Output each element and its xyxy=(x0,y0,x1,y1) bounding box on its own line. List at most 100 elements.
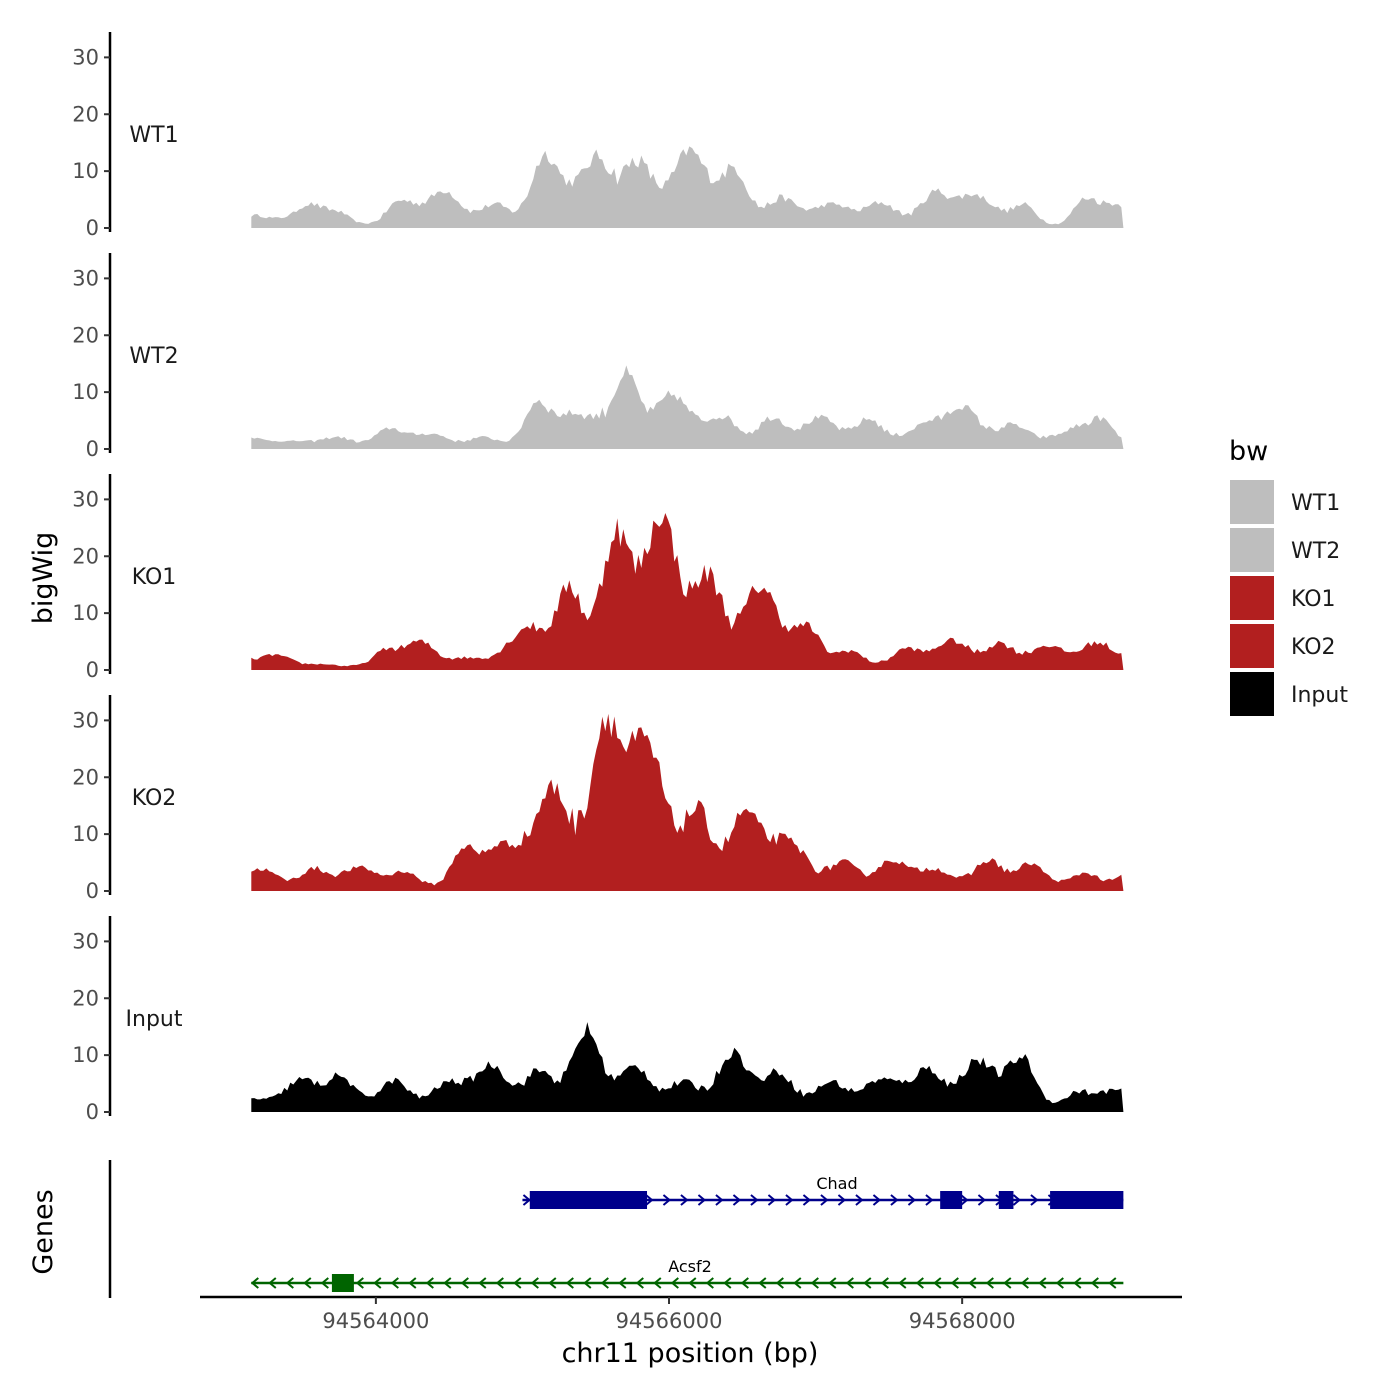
coverage-tracks: 0 10 20 30 WT1 0 10 20 30 WT2 0 10 20 30 KO1 0 10 20 30 KO2… xyxy=(72,32,1124,1124)
strand-arrow xyxy=(933,1277,942,1289)
track-label: KO1 xyxy=(132,565,177,590)
gene-name-label: Chad xyxy=(816,1174,857,1193)
strand-arrow xyxy=(1073,1277,1082,1289)
y-tick-label: 30 xyxy=(72,929,99,953)
strand-arrow xyxy=(907,1194,917,1206)
legend-label: WT1 xyxy=(1291,491,1340,516)
y-axis-title: bigWig xyxy=(28,532,59,625)
strand-arrow xyxy=(373,1277,382,1289)
y-tick-label: 0 xyxy=(86,1100,99,1124)
strand-arrow xyxy=(425,1277,434,1289)
strand-arrow xyxy=(600,1277,609,1289)
strand-arrow xyxy=(880,1277,889,1289)
y-tick-label: 30 xyxy=(72,266,99,290)
strand-arrow xyxy=(1030,1194,1039,1206)
y-tick-label: 10 xyxy=(72,822,99,846)
y-tick-label: 20 xyxy=(72,323,99,347)
exon xyxy=(331,1274,354,1292)
gene-name-label: Acsf2 xyxy=(668,1257,712,1276)
strand-arrow xyxy=(802,1194,812,1206)
legend-label: Input xyxy=(1291,683,1348,708)
strand-arrow xyxy=(250,1277,259,1289)
y-tick-label: 30 xyxy=(72,708,99,732)
strand-arrow xyxy=(1055,1277,1064,1289)
strand-arrow xyxy=(583,1277,592,1289)
strand-arrow xyxy=(522,1194,532,1206)
x-tick-label: 94564000 xyxy=(322,1309,429,1333)
legend-key-ko1 xyxy=(1230,576,1274,620)
strand-arrow xyxy=(355,1277,364,1289)
strand-arrow xyxy=(662,1194,672,1206)
strand-arrow xyxy=(460,1277,469,1289)
strand-arrow xyxy=(697,1194,707,1206)
exon xyxy=(998,1191,1014,1209)
legend-title: bw xyxy=(1229,436,1268,467)
strand-arrow xyxy=(820,1194,829,1206)
legend-key-wt1 xyxy=(1230,480,1274,524)
strand-arrow xyxy=(810,1277,819,1289)
y-tick-label: 20 xyxy=(72,544,99,568)
legend-label: KO1 xyxy=(1291,587,1336,612)
y-tick-label: 10 xyxy=(72,380,99,404)
exon xyxy=(940,1191,963,1209)
coverage-area-ko2 xyxy=(251,713,1124,891)
legend-label: KO2 xyxy=(1291,635,1336,660)
genes-axis-title: Genes xyxy=(28,1189,59,1274)
strand-arrow xyxy=(513,1277,522,1289)
y-tick-label: 0 xyxy=(86,437,99,461)
strand-arrow xyxy=(793,1277,802,1289)
strand-arrow xyxy=(985,1277,994,1289)
exon xyxy=(529,1191,648,1209)
coverage-area-ko1 xyxy=(251,513,1124,670)
strand-arrow xyxy=(495,1277,504,1289)
y-tick-label: 30 xyxy=(72,45,99,69)
strand-arrow xyxy=(670,1277,679,1289)
strand-arrow xyxy=(1038,1277,1047,1289)
gene-acsf2: Acsf2 xyxy=(250,1257,1124,1292)
strand-arrow xyxy=(478,1277,487,1289)
y-tick-label: 20 xyxy=(72,102,99,126)
track-wt1: 0 10 20 30 WT1 xyxy=(72,32,1124,240)
strand-arrow xyxy=(740,1277,749,1289)
x-tick-label: 94566000 xyxy=(616,1309,723,1333)
legend-label: WT2 xyxy=(1291,539,1340,564)
x-axis-title: chr11 position (bp) xyxy=(562,1338,819,1369)
strand-arrow xyxy=(863,1277,872,1289)
strand-arrow xyxy=(767,1194,777,1206)
strand-arrow xyxy=(1012,1194,1022,1206)
track-ko1: 0 10 20 30 KO1 xyxy=(72,474,1124,682)
strand-arrow xyxy=(775,1277,784,1289)
strand-arrow xyxy=(950,1277,959,1289)
y-tick-label: 0 xyxy=(86,216,99,240)
exon xyxy=(1050,1191,1124,1209)
strand-arrow xyxy=(750,1194,759,1206)
strand-arrow xyxy=(845,1277,854,1289)
y-tick-label: 30 xyxy=(72,487,99,511)
strand-arrow xyxy=(890,1194,899,1206)
strand-arrow xyxy=(1003,1277,1012,1289)
strand-arrow xyxy=(828,1277,837,1289)
strand-arrow xyxy=(785,1194,794,1206)
strand-arrow xyxy=(837,1194,847,1206)
strand-arrow xyxy=(925,1194,934,1206)
y-tick-label: 0 xyxy=(86,658,99,682)
strand-arrow xyxy=(1108,1277,1117,1289)
strand-arrow xyxy=(443,1277,452,1289)
gene-annotation-panel: Chad Acsf2 xyxy=(108,1160,1124,1298)
strand-arrow xyxy=(977,1194,987,1206)
strand-arrow xyxy=(285,1277,294,1289)
track-label: Input xyxy=(126,1007,183,1032)
y-tick-label: 10 xyxy=(72,159,99,183)
legend-key-input xyxy=(1230,672,1274,716)
strand-arrow xyxy=(915,1277,924,1289)
gene-chad: Chad xyxy=(522,1174,1124,1209)
strand-arrow xyxy=(635,1277,644,1289)
strand-arrow xyxy=(645,1194,654,1206)
y-tick-label: 10 xyxy=(72,601,99,625)
strand-arrow xyxy=(705,1277,714,1289)
strand-arrow xyxy=(715,1194,724,1206)
legend-key-ko2 xyxy=(1230,624,1274,668)
strand-arrow xyxy=(320,1277,329,1289)
track-wt2: 0 10 20 30 WT2 xyxy=(72,253,1124,461)
